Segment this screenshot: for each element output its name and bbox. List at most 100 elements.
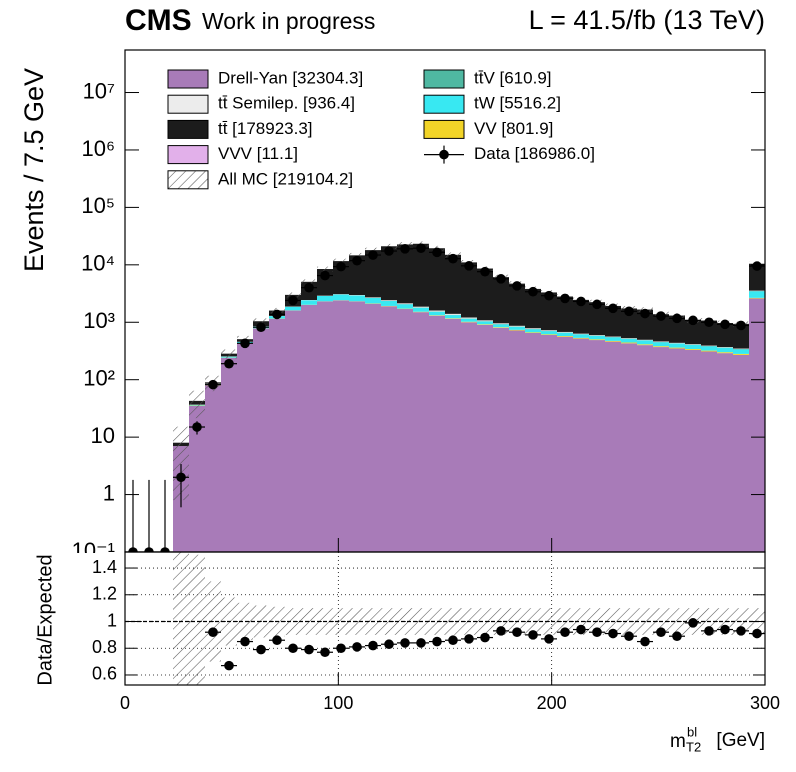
stack-segment: [701, 320, 717, 346]
stack-segment: [525, 333, 541, 552]
ratio-y-tick-label: 0.8: [92, 637, 117, 657]
legend-label: tt̄V [610.9]: [474, 68, 552, 87]
data-point: [336, 261, 346, 272]
stack-segment: [429, 310, 445, 312]
stack-segment: [717, 347, 733, 353]
stack-segment: [493, 327, 509, 328]
stack-segment: [637, 309, 653, 340]
data-point: [704, 317, 714, 328]
stack-segment: [653, 347, 669, 552]
stack-segment: [461, 322, 477, 552]
legend-swatch: [167, 94, 209, 114]
data-point: [432, 247, 442, 258]
data-point: [640, 308, 650, 319]
mc-uncertainty-band: [253, 318, 269, 325]
ratio-point: [512, 627, 522, 638]
legend-swatch: [423, 69, 465, 89]
ratio-y-tick-label: 1.4: [92, 557, 117, 577]
data-point: [368, 250, 378, 260]
stack-segment: [509, 329, 525, 331]
stack-segment: [397, 309, 413, 552]
stack-segment: [717, 352, 733, 354]
stack-segment: [445, 318, 461, 552]
stack-segment: [429, 248, 445, 311]
stack-segment: [477, 324, 493, 552]
legend-swatch: [167, 170, 209, 190]
data-point: [448, 253, 458, 264]
data-point: [240, 338, 250, 349]
stack-segment: [525, 288, 541, 329]
stack-segment: [589, 340, 605, 552]
stack-segment: [333, 300, 349, 552]
ratio-point: [288, 643, 298, 654]
mc-uncertainty-band: [301, 279, 317, 285]
stack-segment: [701, 350, 717, 352]
ratio-point: [336, 643, 346, 654]
stack-segment: [685, 349, 701, 552]
y-tick-label: 1: [103, 480, 115, 505]
stack-segment: [637, 345, 653, 552]
stack-segment: [477, 321, 493, 325]
stack-segment: [413, 312, 429, 552]
y-tick-label: 10⁷: [83, 78, 115, 103]
ratio-point: [208, 627, 218, 638]
stack-segment: [477, 324, 493, 325]
stack-segment: [461, 321, 477, 323]
data-point: [576, 296, 586, 307]
stack-segment: [589, 335, 605, 340]
x-axis-label: m: [670, 731, 686, 752]
stack-segment: [205, 385, 221, 552]
y-tick-label: 10⁵: [81, 193, 115, 218]
stack-segment: [445, 315, 461, 319]
stack-segment: [701, 346, 717, 351]
data-point: [416, 243, 426, 253]
data-point: [272, 309, 282, 320]
stack-segment: [717, 323, 733, 348]
legend-swatch: [423, 119, 465, 139]
stack-segment: [269, 318, 285, 552]
stack-segment: [605, 340, 621, 342]
stack-segment: [413, 307, 429, 312]
legend-swatch: [423, 94, 465, 114]
stack-segment: [509, 330, 525, 552]
mc-uncertainty-band: [333, 258, 349, 264]
ratio-point: [720, 624, 730, 635]
stack-segment: [509, 283, 525, 326]
data-point: [224, 358, 234, 369]
stack-segment: [461, 262, 477, 318]
data-point: [176, 472, 186, 483]
ratio-point: [416, 638, 426, 648]
stack-segment: [541, 292, 557, 331]
stack-segment: [573, 338, 589, 552]
stack-segment: [573, 337, 589, 339]
data-point: [560, 293, 570, 304]
data-point: [496, 274, 506, 284]
stack-segment: [397, 244, 413, 304]
data-point: [352, 255, 362, 266]
stack-segment: [349, 301, 365, 552]
ratio-point: [432, 636, 442, 647]
legend-marker: [439, 149, 449, 160]
ratio-uncertainty-band: [173, 552, 189, 685]
y-tick-label: 10⁶: [81, 136, 115, 161]
stack-segment: [445, 313, 461, 315]
ratio-point: [352, 642, 362, 652]
stack-segment: [525, 332, 541, 334]
y-tick-label: 10³: [83, 308, 115, 333]
stack-segment: [381, 301, 397, 306]
stack-segment: [685, 344, 701, 350]
legend-label: tt̄ [178923.3]: [218, 119, 313, 138]
ratio-point: [688, 618, 698, 628]
stack-segment: [621, 342, 637, 344]
stack-segment: [701, 351, 717, 552]
data-point: [304, 282, 314, 293]
legend-label: Drell-Yan [32304.3]: [218, 68, 363, 87]
stack-segment: [685, 320, 701, 345]
ratio-point: [544, 634, 554, 644]
x-axis-label-unit: [GeV]: [716, 730, 765, 751]
ratio-point: [272, 635, 282, 646]
stack-segment: [589, 302, 605, 336]
stack-segment: [653, 314, 669, 342]
stack-segment: [669, 315, 685, 343]
stack-segment: [749, 263, 765, 291]
